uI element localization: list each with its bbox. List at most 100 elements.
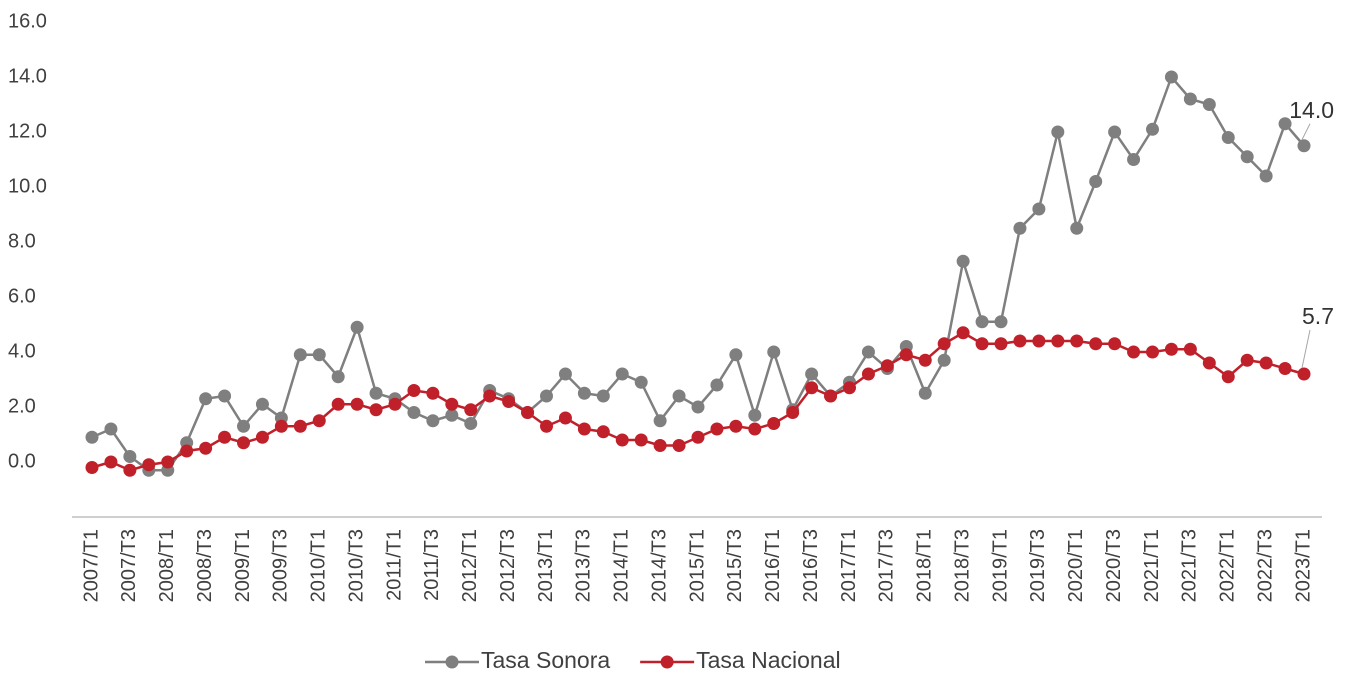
data-point — [502, 395, 516, 408]
data-point — [710, 422, 724, 436]
data-point — [1108, 125, 1122, 139]
data-point — [426, 386, 440, 400]
data-point — [274, 419, 288, 433]
data-point — [880, 359, 894, 373]
data-point — [994, 315, 1008, 329]
data-point — [1183, 342, 1197, 356]
data-point — [350, 320, 364, 334]
x-tick-label: 2017/T1 — [838, 529, 860, 602]
data-point — [596, 389, 610, 403]
data-point — [161, 455, 175, 469]
data-point — [123, 463, 137, 477]
data-point — [1278, 362, 1292, 375]
data-point — [1297, 139, 1311, 153]
data-point — [142, 458, 156, 472]
x-tick-label: 2011/T1 — [383, 529, 405, 601]
data-point — [899, 348, 913, 362]
data-point — [1278, 117, 1292, 131]
data-point — [426, 414, 440, 428]
data-point — [218, 430, 232, 444]
data-point — [729, 348, 743, 362]
data-point — [85, 430, 99, 444]
data-point — [407, 406, 421, 419]
data-point — [1146, 345, 1159, 359]
y-tick-label: 16.0 — [8, 10, 47, 32]
y-tick-label: 12.0 — [8, 120, 47, 142]
data-point — [180, 444, 194, 458]
data-point — [767, 345, 781, 359]
data-point — [1164, 70, 1178, 84]
data-point — [369, 386, 383, 400]
annotation-leader — [1301, 329, 1311, 369]
data-point — [1240, 353, 1254, 367]
x-tick-label: 2022/T1 — [1217, 529, 1239, 602]
data-point — [199, 441, 213, 455]
data-point — [824, 389, 838, 403]
data-point — [653, 414, 667, 428]
data-point — [293, 419, 307, 433]
data-point — [558, 411, 572, 425]
data-point — [1089, 175, 1103, 188]
data-point — [331, 397, 345, 411]
data-point — [1032, 334, 1046, 348]
x-tick-label: 2010/T3 — [345, 529, 367, 602]
data-point — [672, 439, 686, 452]
data-point — [1013, 334, 1027, 348]
data-point — [445, 397, 459, 411]
data-point — [653, 439, 667, 452]
x-tick-label: 2007/T1 — [80, 529, 102, 602]
y-tick-label: 4.0 — [8, 340, 36, 362]
x-tick-label: 2019/T1 — [989, 529, 1011, 602]
x-tick-label: 2009/T1 — [232, 529, 254, 602]
data-point — [1297, 367, 1311, 381]
data-point — [255, 397, 269, 411]
data-point — [615, 367, 629, 381]
data-point — [596, 425, 610, 439]
data-point — [1259, 356, 1273, 370]
data-point — [805, 381, 819, 395]
data-point — [255, 430, 269, 444]
data-point — [1146, 122, 1159, 136]
data-point — [123, 450, 137, 463]
x-tick-label: 2008/T3 — [194, 529, 216, 602]
data-point — [540, 389, 553, 403]
data-point — [218, 389, 232, 403]
y-tick-label: 6.0 — [8, 285, 36, 307]
x-tick-label: 2008/T1 — [156, 529, 178, 602]
data-point — [1127, 153, 1141, 166]
data-point — [615, 433, 629, 447]
legend-marker — [660, 655, 674, 669]
data-point — [975, 315, 989, 329]
data-point — [199, 392, 213, 406]
data-point — [1070, 221, 1084, 235]
x-tick-label: 2011/T3 — [421, 529, 443, 601]
data-point — [994, 337, 1008, 351]
data-point — [748, 408, 762, 422]
data-point — [1051, 125, 1065, 139]
y-tick-label: 0.0 — [8, 450, 36, 472]
data-point — [350, 397, 364, 411]
data-point — [1202, 98, 1216, 111]
data-point — [558, 367, 572, 381]
data-point — [956, 326, 970, 340]
data-point — [464, 417, 478, 430]
legend-marker — [445, 655, 459, 669]
data-point — [634, 375, 648, 389]
data-point — [1240, 150, 1254, 164]
data-point — [767, 417, 781, 430]
data-point — [691, 430, 705, 444]
data-point — [937, 353, 951, 367]
data-point — [1259, 169, 1273, 183]
data-point — [540, 419, 553, 433]
data-point — [312, 348, 326, 362]
data-point — [1013, 221, 1027, 235]
data-point — [104, 422, 118, 436]
x-tick-label: 2015/T1 — [686, 529, 708, 602]
x-tick-label: 2020/T3 — [1103, 529, 1125, 602]
data-point — [634, 433, 648, 447]
data-point — [786, 406, 800, 419]
annotation-leader — [1301, 123, 1311, 140]
y-tick-label: 10.0 — [8, 175, 47, 197]
data-point — [691, 400, 705, 414]
